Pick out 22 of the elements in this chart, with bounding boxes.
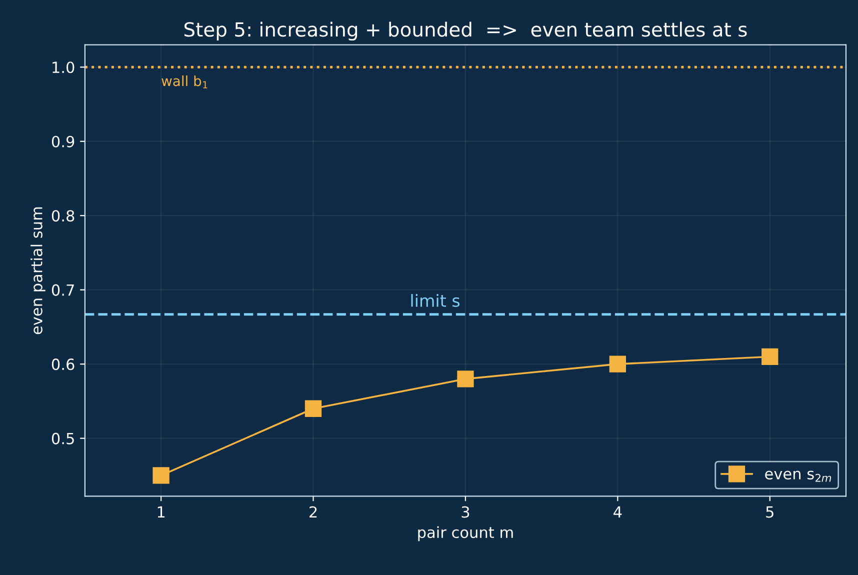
point: [609, 356, 626, 372]
y-tick-label: 0.9: [52, 136, 74, 148]
point: [457, 370, 474, 388]
x-tick-label: 5: [766, 506, 774, 518]
y-tick-label: 0.5: [52, 432, 74, 444]
y-tick-label: 0.8: [52, 210, 74, 222]
point: [304, 400, 322, 417]
x-tick-label: 4: [614, 506, 622, 518]
x-tick-label: 2: [310, 506, 317, 518]
y-tick-label: 0.7: [52, 284, 74, 296]
point: [152, 467, 170, 484]
ref-line-label: wall b$_{1}$: [162, 75, 208, 88]
point: [762, 348, 778, 365]
x-axis-title: pair count m: [418, 526, 513, 542]
y-axis-title: even partial sum: [30, 207, 46, 334]
x-tick-label: 1: [158, 506, 164, 518]
ref-line-label: limit s: [411, 294, 460, 307]
legend-label: even s$_{2m}$: [765, 470, 832, 482]
chart-title: Step 5: increasing + bounded => even team settles at s: [184, 22, 747, 41]
x-tick-label: 3: [462, 506, 470, 518]
y-tick-label: 0.6: [52, 358, 74, 370]
y-tick-label: 1.0: [52, 62, 74, 74]
